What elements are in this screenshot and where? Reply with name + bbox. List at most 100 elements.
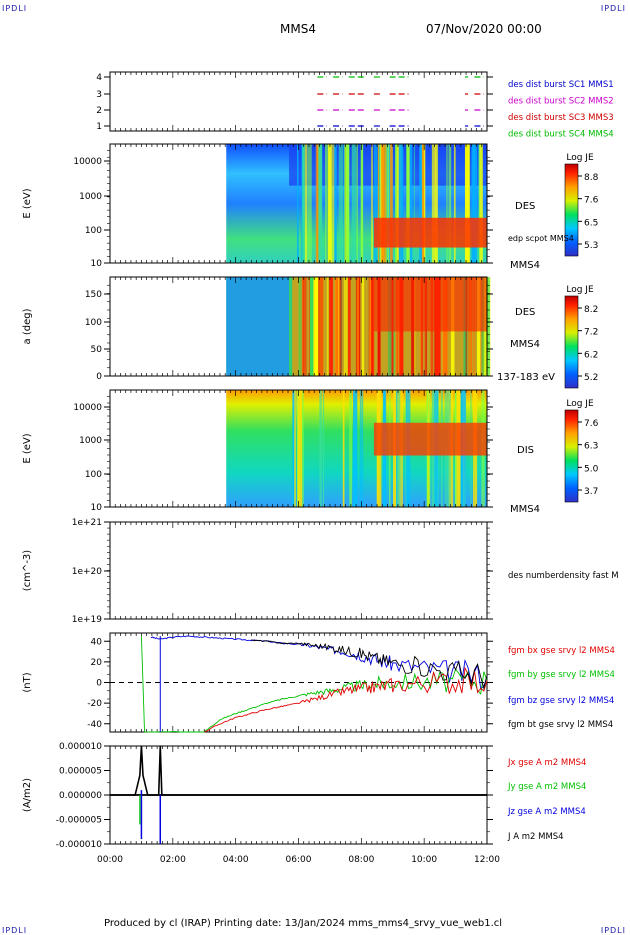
y-tick-label: 0.000010 — [59, 742, 102, 752]
y-tick-label: 1000 — [79, 436, 102, 446]
series-line — [110, 745, 487, 796]
colorbar — [564, 163, 579, 257]
pa-blue-region — [226, 277, 290, 376]
spectrogram-stripe — [356, 144, 358, 263]
series-line — [140, 635, 488, 733]
legend-fgm-3: fgm bt gse srvy l2 MMS4 — [508, 720, 613, 730]
x-tick-label: 12:00 — [474, 855, 500, 865]
spectrogram-stripe — [361, 277, 365, 376]
spacecraft-title: MMS4 — [280, 22, 316, 36]
spectrogram-stripe — [325, 144, 331, 263]
spectrogram-stripe — [360, 144, 364, 263]
spectrogram-stripe — [420, 144, 423, 263]
legend-burst-2: des dist burst SC2 MMS2 — [508, 97, 614, 107]
des-sublabel: MMS4 — [510, 260, 540, 271]
x-tick-label: 08:00 — [348, 855, 374, 865]
spectrogram-stripe — [346, 144, 350, 263]
y-tick-label: 10 — [91, 503, 103, 513]
y-axis-label: a (deg) — [22, 308, 33, 344]
y-axis-label: (nT) — [22, 672, 33, 692]
spectrogram-stripe — [406, 144, 410, 263]
spectrogram-stripe — [319, 390, 322, 507]
legend-fgm-1: fgm by gse srvy l2 MMS4 — [508, 670, 615, 680]
spectrogram-stripe — [351, 144, 357, 263]
spectrogram-stripe — [328, 144, 332, 263]
colorbar-tick-label: 5.2 — [584, 373, 598, 383]
legend-burst-4: des dist burst SC4 MMS4 — [508, 130, 614, 140]
y-tick-label: 1000 — [79, 192, 102, 202]
spectrogram-stripe — [334, 144, 337, 263]
spectrogram-stripe — [386, 144, 389, 263]
spectrogram-stripe — [464, 144, 470, 263]
spectrogram-stripe — [373, 144, 378, 263]
spectrogram-stripe — [294, 390, 296, 507]
spectrogram-stripe — [296, 144, 299, 263]
colorbar-tick-label: 7.6 — [584, 419, 599, 429]
des-label: DES — [515, 201, 535, 212]
spectrogram-stripe — [472, 144, 478, 263]
spectrogram-stripe — [342, 390, 345, 507]
spectrogram-stripe — [448, 144, 452, 263]
colorbar-tick-label: 3.7 — [584, 487, 598, 497]
y-tick-label: 0 — [96, 372, 102, 382]
spectrogram-stripe — [390, 144, 393, 263]
spectrogram-stripe — [302, 144, 305, 263]
spectrogram-stripe — [338, 144, 344, 263]
y-tick-label: 1e+20 — [72, 567, 103, 577]
legend-burst-3: des dist burst SC3 MMS3 — [508, 113, 614, 123]
spectrogram-stripe — [388, 144, 390, 263]
colorbar-tick-label: 8.2 — [584, 305, 598, 315]
spectrogram-stripe — [301, 390, 304, 507]
y-tick-label: 3 — [96, 90, 102, 100]
panel-burst-frame — [109, 71, 488, 132]
y-tick-label: -0.000010 — [56, 840, 102, 850]
spectrogram-stripe — [325, 144, 327, 263]
spectrogram-stripe — [347, 277, 351, 376]
spectrogram-stripe — [353, 390, 358, 507]
datetime-title: 07/Nov/2020 00:00 — [426, 22, 542, 36]
multi-panel-chart: 1 2 3 4 des dist burst SC1 MMS1 des dist burs… — [22, 71, 619, 865]
spectrogram-stripe — [318, 144, 323, 263]
colorbar — [564, 409, 579, 503]
spectrogram-stripe — [396, 144, 399, 263]
y-axis-label: E (eV) — [22, 188, 33, 218]
dis-hot-band — [373, 422, 487, 456]
spectrogram-stripe — [307, 144, 312, 263]
spectrogram-stripe — [479, 144, 483, 263]
y-tick-label: 150 — [85, 290, 102, 300]
spectrogram-stripe — [453, 144, 456, 263]
x-tick-label: 04:00 — [223, 855, 249, 865]
spectrogram-stripe — [381, 144, 385, 263]
colorbar-title: Log JE — [566, 399, 594, 409]
colorbar-tick-label: 5.0 — [584, 464, 599, 474]
y-tick-label: 0 — [96, 679, 102, 689]
spectrogram-stripe — [421, 144, 425, 263]
dis-label: DIS — [517, 445, 534, 456]
y-tick-label: 10 — [91, 259, 103, 269]
colorbar-tick-label: 5.3 — [584, 241, 598, 251]
spectrogram-stripe — [326, 277, 329, 376]
spectrogram-stripe — [413, 144, 416, 263]
spectrogram-stripe — [431, 144, 436, 263]
spectrogram-stripe — [338, 277, 343, 376]
spectrogram-stripe — [409, 144, 413, 263]
y-tick-label: 20 — [91, 658, 103, 668]
legend-burst-1: des dist burst SC1 MMS1 — [508, 80, 614, 90]
edp-scpot-label: edp scpot MMS4 — [508, 234, 574, 243]
colorbar-tick-label: 6.2 — [584, 350, 598, 360]
y-tick-label: -40 — [87, 720, 102, 730]
y-tick-label: 10000 — [73, 157, 102, 167]
colorbar-title: Log JE — [566, 285, 594, 295]
y-tick-label: 0.000000 — [59, 791, 102, 801]
y-axis-label: E (eV) — [22, 433, 33, 463]
corner-label-bottom-left: IPDLI — [2, 926, 28, 935]
corner-label-bottom-right: IPDLI — [600, 926, 626, 935]
spectrogram-stripe — [377, 144, 380, 263]
y-tick-label: 40 — [91, 637, 103, 647]
spectrogram-stripe — [395, 144, 398, 263]
legend-j-2: Jz gse A m2 MMS4 — [507, 807, 586, 817]
y-tick-label: 10000 — [73, 403, 102, 413]
y-axis-label: (cm^-3) — [22, 550, 33, 591]
spectrogram-stripe — [356, 277, 360, 376]
y-tick-label: 100 — [85, 318, 102, 328]
